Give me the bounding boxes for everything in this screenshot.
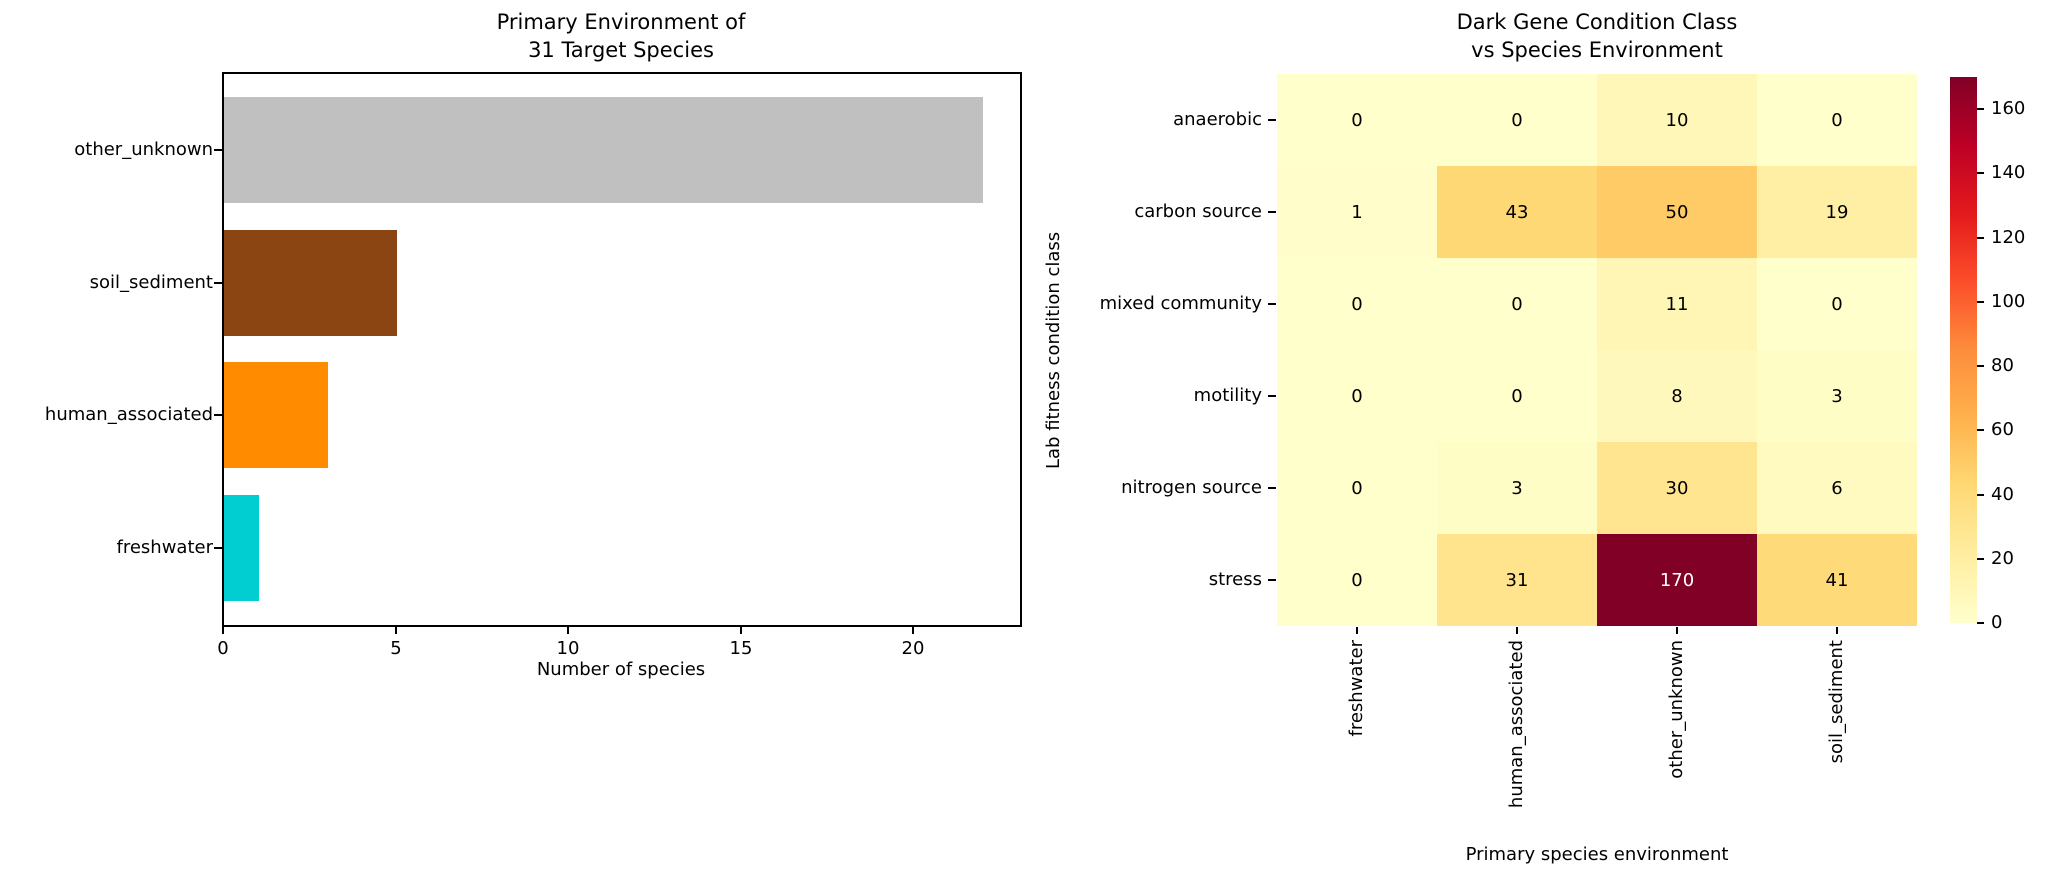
heatmap-xtick-mark xyxy=(1836,627,1838,634)
heatmap-cell-anaerobic-freshwater: 0 xyxy=(1277,74,1437,166)
colorbar-tick-label: 100 xyxy=(1991,291,2026,312)
heatmap-cell-mixed_community-human_associated: 0 xyxy=(1437,258,1597,350)
heatmap-cell-nitrogen_source-human_associated: 3 xyxy=(1437,442,1597,534)
bar-other_unknown xyxy=(224,97,983,203)
colorbar-tick-label: 140 xyxy=(1991,162,2026,183)
heatmap-cell-mixed_community-soil_sediment: 0 xyxy=(1757,258,1917,350)
heatmap-cell-nitrogen_source-soil_sediment: 6 xyxy=(1757,442,1917,534)
heatmap-xtick-mark xyxy=(1356,627,1358,634)
heatmap-col-label: soil_sediment xyxy=(1826,640,1847,764)
bar-ytick-label: freshwater xyxy=(116,537,214,558)
colorbar-tick-mark xyxy=(1977,494,1984,496)
colorbar-tick-label: 0 xyxy=(1991,612,2003,633)
heatmap-row-label: stress xyxy=(1208,569,1262,590)
bar-freshwater xyxy=(224,495,259,601)
colorbar-tick-label: 40 xyxy=(1991,484,2014,505)
colorbar-tick-label: 20 xyxy=(1991,548,2014,569)
colorbar-tick-label: 80 xyxy=(1991,355,2014,376)
colorbar xyxy=(1950,77,1977,623)
bar-xtick-mark xyxy=(567,627,569,634)
heatmap-row-label: nitrogen source xyxy=(1121,477,1262,498)
bar-ytick-label: other_unknown xyxy=(74,139,213,160)
bar-xtick-label: 20 xyxy=(901,638,925,659)
colorbar-tick-mark xyxy=(1977,108,1984,110)
heatmap-col-label: freshwater xyxy=(1346,640,1367,737)
heatmap-cell-nitrogen_source-other_unknown: 30 xyxy=(1597,442,1757,534)
heatmap-ytick-mark xyxy=(1268,303,1276,305)
bar-xtick-mark xyxy=(740,627,742,634)
heatmap-cell-carbon_source-freshwater: 1 xyxy=(1277,166,1437,258)
heatmap-cell-stress-human_associated: 31 xyxy=(1437,534,1597,626)
bar-ytick-mark xyxy=(214,282,222,284)
bar-xtick-mark xyxy=(395,627,397,634)
colorbar-tick-label: 160 xyxy=(1991,98,2026,119)
bar-ytick-mark xyxy=(214,414,222,416)
bar-xtick-mark xyxy=(222,627,224,634)
colorbar-tick-mark xyxy=(1977,558,1984,560)
heatmap-cell-stress-freshwater: 0 xyxy=(1277,534,1437,626)
heatmap-cell-mixed_community-other_unknown: 11 xyxy=(1597,258,1757,350)
colorbar-tick-mark xyxy=(1977,365,1984,367)
heatmap-ytick-mark xyxy=(1268,487,1276,489)
bar-human_associated xyxy=(224,362,328,468)
heatmap-title: Dark Gene Condition Class vs Species Env… xyxy=(1456,10,1738,62)
colorbar-tick-mark xyxy=(1977,172,1984,174)
bar-ytick-label: human_associated xyxy=(44,404,213,425)
colorbar-tick-mark xyxy=(1977,429,1984,431)
heatmap-col-label: other_unknown xyxy=(1666,640,1687,779)
heatmap-row-label: motility xyxy=(1193,385,1262,406)
heatmap-xaxis-label: Primary species environment xyxy=(1465,844,1729,865)
heatmap-cell-motility-human_associated: 0 xyxy=(1437,350,1597,442)
bar-xtick-label: 5 xyxy=(390,638,402,659)
heatmap-cell-carbon_source-other_unknown: 50 xyxy=(1597,166,1757,258)
colorbar-tick-mark xyxy=(1977,237,1984,239)
heatmap-cell-stress-soil_sediment: 41 xyxy=(1757,534,1917,626)
heatmap-cell-nitrogen_source-freshwater: 0 xyxy=(1277,442,1437,534)
bar-xtick-mark xyxy=(912,627,914,634)
heatmap-cell-anaerobic-soil_sediment: 0 xyxy=(1757,74,1917,166)
colorbar-tick-mark xyxy=(1977,622,1984,624)
heatmap-cell-mixed_community-freshwater: 0 xyxy=(1277,258,1437,350)
bar-ytick-mark xyxy=(214,149,222,151)
heatmap-row-label: carbon source xyxy=(1134,201,1262,222)
heatmap-col-label: human_associated xyxy=(1506,640,1527,809)
bar-ytick-mark xyxy=(214,547,222,549)
bar-ytick-label: soil_sediment xyxy=(89,272,213,293)
heatmap-row-label: anaerobic xyxy=(1173,109,1262,130)
heatmap-cell-anaerobic-human_associated: 0 xyxy=(1437,74,1597,166)
bar-xaxis-label: Number of species xyxy=(536,659,706,680)
heatmap-ytick-mark xyxy=(1268,579,1276,581)
heatmap-cell-motility-other_unknown: 8 xyxy=(1597,350,1757,442)
bar-xtick-label: 0 xyxy=(217,638,229,659)
bar-chart-title: Primary Environment of 31 Target Species xyxy=(496,10,746,62)
bar-soil_sediment xyxy=(224,230,397,336)
colorbar-tick-label: 120 xyxy=(1991,227,2026,248)
colorbar-tick-mark xyxy=(1977,301,1984,303)
heatmap-cell-carbon_source-soil_sediment: 19 xyxy=(1757,166,1917,258)
bar-xtick-label: 15 xyxy=(729,638,753,659)
heatmap-xtick-mark xyxy=(1516,627,1518,634)
heatmap-ytick-mark xyxy=(1268,119,1276,121)
heatmap-ytick-mark xyxy=(1268,395,1276,397)
heatmap-row-label: mixed community xyxy=(1099,293,1262,314)
colorbar-tick-label: 60 xyxy=(1991,419,2014,440)
heatmap-cell-motility-soil_sediment: 3 xyxy=(1757,350,1917,442)
bar-xtick-label: 10 xyxy=(556,638,580,659)
heatmap-ytick-mark xyxy=(1268,211,1276,213)
heatmap-cell-motility-freshwater: 0 xyxy=(1277,350,1437,442)
heatmap-cell-carbon_source-human_associated: 43 xyxy=(1437,166,1597,258)
heatmap-cell-anaerobic-other_unknown: 10 xyxy=(1597,74,1757,166)
heatmap-yaxis-label: Lab fitness condition class xyxy=(1043,231,1064,469)
heatmap-xtick-mark xyxy=(1676,627,1678,634)
heatmap-cell-stress-other_unknown: 170 xyxy=(1597,534,1757,626)
